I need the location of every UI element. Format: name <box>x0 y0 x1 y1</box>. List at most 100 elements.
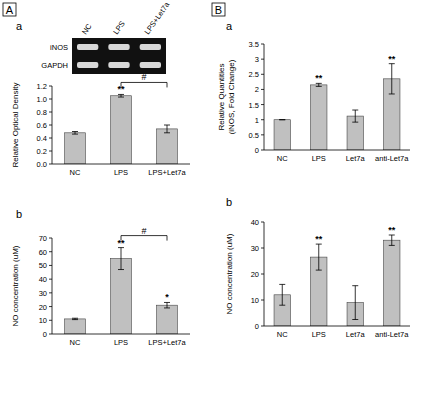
y-tick-label: 0.5 <box>249 131 259 140</box>
gel-image <box>72 38 166 74</box>
y-tick-label: 1.2 <box>37 82 47 91</box>
y-tick-label: 0.0 <box>37 160 47 169</box>
x-tick-label: LPS+Let7a <box>148 168 186 177</box>
y-tick <box>49 238 52 239</box>
y-tick <box>261 300 264 301</box>
y-tick-label: 20 <box>39 303 47 312</box>
y-tick <box>49 334 52 335</box>
x-tick-label: Let7a <box>346 330 366 339</box>
y-tick-label: 40 <box>39 275 47 284</box>
y-tick <box>49 320 52 321</box>
comparison-label: # <box>141 226 146 236</box>
y-tick-label: 10 <box>39 316 47 325</box>
y-tick <box>261 119 264 120</box>
y-tick-label: 0 <box>43 330 47 339</box>
chart: bNO concentration (uM)010203040NCLPS**Le… <box>225 196 410 339</box>
y-tick <box>49 112 52 113</box>
y-tick-label: 0.2 <box>37 147 47 156</box>
y-tick-label: 0 <box>255 322 259 331</box>
y-axis <box>264 222 265 326</box>
y-tick <box>49 292 52 293</box>
error-bar <box>279 119 285 120</box>
panel-label: B <box>215 4 222 16</box>
comparison-bracket <box>121 82 167 87</box>
error-bar <box>164 125 170 133</box>
y-tick-label: 0 <box>255 146 259 155</box>
y-axis <box>264 44 265 150</box>
band-label: GAPDH <box>41 61 68 70</box>
x-axis <box>52 334 190 335</box>
lane-label: LPS+Let7a <box>143 0 172 36</box>
lane-label: LPS <box>111 19 127 36</box>
x-tick-label: LPS <box>312 330 326 339</box>
y-tick <box>49 164 52 165</box>
x-tick-label: NC <box>277 330 288 339</box>
y-tick <box>261 104 264 105</box>
x-tick-label: anti-Let7a <box>375 154 409 163</box>
y-tick <box>49 138 52 139</box>
y-tick-label: 2 <box>255 85 259 94</box>
y-tick-label: 0.6 <box>37 121 47 130</box>
subpanel-label: a <box>226 20 233 32</box>
y-axis-label: Relative Quantities <box>217 63 226 130</box>
y-axis <box>52 86 53 164</box>
y-axis-label: NO concentration (uM) <box>225 233 234 314</box>
error-bar <box>316 244 322 270</box>
error-bar <box>118 94 124 97</box>
y-tick <box>261 89 264 90</box>
bar <box>111 96 132 164</box>
y-tick-label: 20 <box>251 270 259 279</box>
y-tick-label: 40 <box>251 218 259 227</box>
bar <box>65 133 86 164</box>
gel-band <box>140 44 161 50</box>
x-tick-label: NC <box>277 154 288 163</box>
bar <box>157 129 178 164</box>
y-tick-label: 30 <box>39 289 47 298</box>
error-bar <box>72 132 78 135</box>
y-tick <box>261 74 264 75</box>
gel-band <box>108 62 129 68</box>
y-tick <box>49 251 52 252</box>
chart: aRelative Optical Density0.00.20.40.60.8… <box>11 20 190 177</box>
bar <box>384 240 400 326</box>
y-tick <box>261 59 264 60</box>
y-tick <box>49 151 52 152</box>
y-tick-label: 2.5 <box>249 70 259 79</box>
y-tick-label: 3 <box>255 55 259 64</box>
y-tick-label: 50 <box>39 261 47 270</box>
bar <box>65 319 86 334</box>
y-tick <box>261 222 264 223</box>
y-axis <box>52 238 53 334</box>
x-tick-label: NC <box>70 168 81 177</box>
y-tick <box>49 99 52 100</box>
bar <box>157 305 178 334</box>
y-axis-label: Relative Optical Density <box>11 83 20 168</box>
subpanel-label: a <box>16 20 23 32</box>
band-label: iNOS <box>50 43 68 52</box>
gel-band <box>77 62 98 68</box>
error-bar <box>389 64 395 94</box>
x-tick-label: Let7a <box>346 154 366 163</box>
x-tick-label: NC <box>70 338 81 347</box>
panel-box <box>212 3 225 16</box>
y-tick <box>49 86 52 87</box>
y-tick-label: 30 <box>251 244 259 253</box>
y-tick <box>261 150 264 151</box>
significance: ** <box>315 234 323 244</box>
error-bar <box>389 235 395 245</box>
y-tick-label: 3.5 <box>249 40 259 49</box>
significance: ** <box>315 73 323 83</box>
significance: ** <box>388 225 396 235</box>
y-tick-label: 10 <box>251 296 259 305</box>
gel-band <box>77 44 98 50</box>
plot-marks <box>65 94 178 164</box>
y-axis-label: NO concentration (uM) <box>11 245 20 326</box>
y-tick-label: 1.0 <box>37 95 47 104</box>
subpanel-label: b <box>16 208 22 220</box>
x-axis <box>264 150 410 151</box>
x-tick-label: LPS+Let7a <box>148 338 186 347</box>
bar <box>274 120 290 150</box>
x-tick-label: anti-Let7a <box>375 330 409 339</box>
x-axis <box>264 326 410 327</box>
x-axis <box>52 164 190 165</box>
